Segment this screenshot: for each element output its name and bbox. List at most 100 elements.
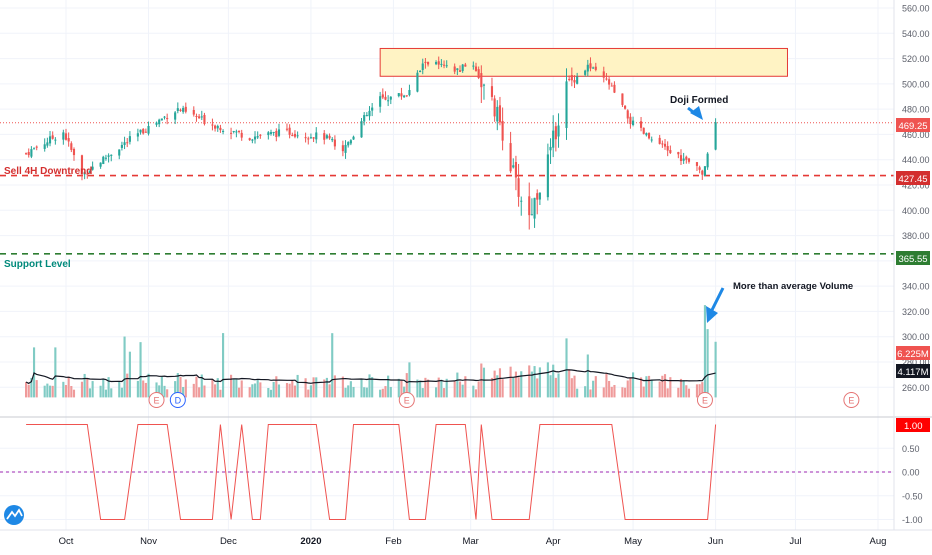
volume-bar (158, 385, 161, 398)
volume-bar (307, 389, 310, 398)
volume-bar (677, 387, 680, 398)
candle-body (477, 69, 480, 79)
candle-body (360, 121, 363, 138)
candle-body (120, 144, 123, 148)
candle-body (605, 78, 608, 80)
volume-bar (272, 381, 275, 398)
volume-bar (371, 377, 374, 398)
time-axis-tick-label: Jun (708, 536, 723, 547)
volume-bar (27, 384, 30, 398)
candle-body (182, 107, 185, 112)
volume-bar (381, 388, 384, 398)
candle-body (584, 70, 587, 75)
volume-bar (661, 375, 664, 398)
price-axis-tick-label: 260.00 (902, 383, 930, 393)
candle-body (496, 106, 499, 122)
candle-body (474, 66, 478, 71)
time-axis-tick-label: Oct (59, 536, 74, 547)
candle-body (389, 96, 392, 100)
resistance-zone[interactable] (379, 47, 788, 77)
volume-bar (647, 375, 651, 398)
indicator-axis[interactable]: 0.50 0.00 -0.50 -1.00 (902, 444, 923, 525)
volume-bar (650, 379, 653, 398)
candle-body (613, 84, 616, 93)
candle-body (437, 61, 440, 65)
candle-body (650, 139, 653, 141)
volume-bar (445, 378, 448, 398)
candle-body (514, 162, 517, 178)
time-axis[interactable]: Oct Nov Dec 2020 Feb Mar Apr May Jun Jul Aug (59, 536, 887, 547)
candle-body (248, 138, 251, 141)
volume-bar (490, 377, 494, 398)
candle-body (632, 120, 635, 126)
candle-body (703, 166, 707, 176)
candle-body (62, 132, 65, 140)
support-level-badge: 365.55 (896, 251, 930, 265)
candle-body (666, 146, 669, 151)
volume-bar (701, 382, 704, 398)
earnings-marker-label: E (848, 396, 854, 406)
candle-body (46, 142, 49, 146)
volume-bar (666, 388, 669, 398)
candle-body (573, 80, 576, 83)
volume-bar (400, 380, 403, 398)
candle-body (498, 105, 502, 123)
volume-bar (232, 378, 235, 398)
candle-body (179, 109, 182, 111)
candle-body (304, 137, 307, 139)
candle-body (384, 96, 387, 100)
volume-bar (509, 366, 512, 398)
candle-body (434, 62, 438, 65)
volume-bar (365, 387, 368, 398)
time-axis-tick-label: May (624, 536, 642, 547)
candle-body (536, 193, 539, 200)
candle-body (549, 146, 552, 151)
volume-bar (67, 376, 70, 398)
sell-downtrend-label: Sell 4H Downtrend (4, 166, 92, 177)
volume-bar (267, 387, 270, 398)
candle-body (403, 95, 406, 98)
earnings-marker-label: E (154, 396, 160, 406)
sell-level-badge-text: 427.45 (898, 174, 927, 185)
volume-bar (679, 378, 683, 398)
current-price-badge-text: 469.25 (898, 121, 927, 132)
price-axis-tick-label: 320.00 (902, 307, 930, 317)
candle-body (315, 132, 318, 140)
volume-bar (434, 387, 438, 398)
volume-bar (621, 387, 624, 398)
candle-body (645, 133, 648, 136)
earnings-marker-icon (148, 392, 165, 408)
time-axis-tick-label: Jul (789, 536, 801, 547)
volume-bar (128, 351, 131, 398)
volume-bar (546, 362, 549, 398)
volume-bar (35, 380, 38, 398)
candle-body (679, 155, 683, 162)
candle-body (237, 130, 241, 132)
candle-body (568, 78, 571, 80)
candle-body (240, 132, 243, 138)
volume-bar (325, 377, 328, 398)
candle-body (214, 125, 217, 129)
time-axis-tick-label: 2020 (300, 536, 321, 547)
volume-bar (72, 389, 76, 398)
volume-bar (658, 381, 661, 398)
volume-bar (408, 362, 411, 398)
tradingview-logo-icon[interactable] (4, 505, 24, 525)
volume-bar (360, 379, 363, 398)
candle-body (400, 93, 403, 97)
candle-body (528, 196, 531, 216)
volume-bar (501, 379, 504, 398)
candle-body (142, 129, 145, 134)
candle-body (83, 172, 86, 175)
price-axis-tick-label: 480.00 (902, 105, 930, 115)
candle-body (493, 98, 496, 117)
price-axis[interactable]: 560.00 540.00 520.00 500.00 480.00 460.00 440.… (902, 4, 930, 393)
volume-bar (229, 374, 233, 398)
volume-bar (200, 374, 203, 398)
price-axis-tick-label: 460.00 (902, 130, 930, 140)
candle-body (565, 81, 568, 128)
volume-bar (474, 389, 478, 398)
